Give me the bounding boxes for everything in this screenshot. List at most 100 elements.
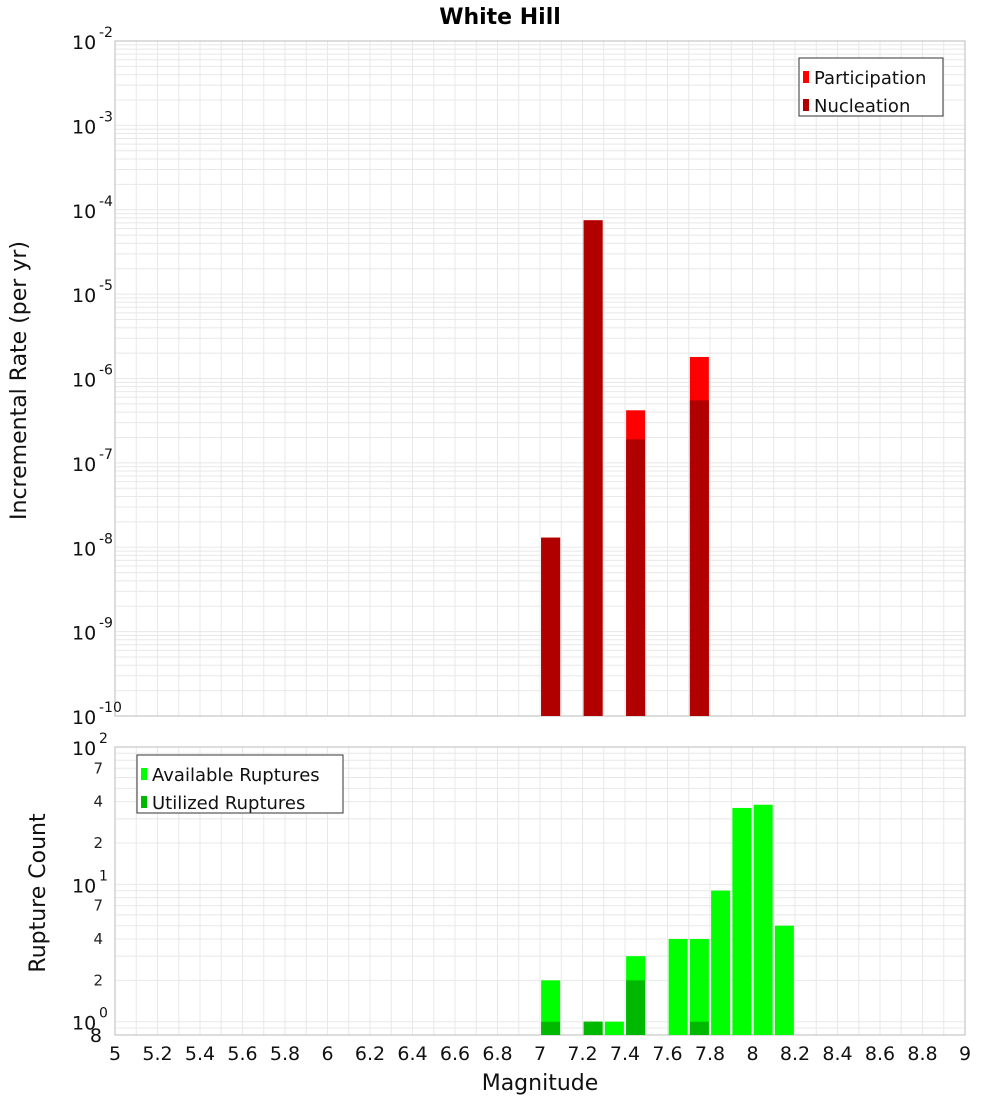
x-tick-label: 9 [959,1043,971,1065]
y-tick-exponent: -9 [99,616,113,632]
rate-plot: 10-210-310-410-510-610-710-810-910-10 In… [7,25,966,729]
y-tick-base: 10 [72,738,96,760]
x-tick-label: 5.6 [227,1043,257,1065]
x-tick-label: 5 [109,1043,121,1065]
y-minor-tick-label: 4 [93,930,103,948]
y-minor-tick-label: 2 [93,971,103,989]
available-ruptures-bar [732,807,752,1035]
y-tick-label: 10 2 [72,731,108,760]
nucleation-bar [689,400,709,716]
y-tick-exponent: -2 [99,25,113,41]
y-tick-exponent: -8 [99,531,113,547]
nucleation-bar [583,220,603,717]
x-tick-label: 7.4 [610,1043,640,1065]
count-plot-frame [114,746,966,1036]
utilized-ruptures-bar [689,1021,709,1035]
available-ruptures-bar [604,1021,624,1035]
y-tick-base: 10 [72,370,96,392]
y-tick-exponent: -3 [99,109,113,125]
available-ruptures-bar [541,980,561,1035]
utilized-ruptures-bar [583,1021,603,1035]
utilized-ruptures-bar [626,980,646,1035]
x-tick-label: 7 [534,1043,546,1065]
x-tick-label: 8.4 [822,1043,852,1065]
y-tick-base: 10 [72,875,96,897]
y-tick-base: 10 [72,1013,96,1035]
y-tick-label: 10 -4 [72,194,113,223]
x-axis-label: Magnitude [482,1071,599,1096]
legend-swatch [141,796,147,808]
count-y-axis-label: Rupture Count [26,813,51,973]
x-tick-label: 8.8 [907,1043,937,1065]
x-tick-label: 5.8 [270,1043,300,1065]
y-tick-base: 10 [72,285,96,307]
y-minor-tick-label: 8 [90,1025,102,1047]
legend-swatch [803,71,809,83]
rate-bars [541,220,709,717]
y-tick-base: 10 [72,454,96,476]
x-tick-label: 5.2 [142,1043,172,1065]
legend-label: Participation [814,68,926,89]
x-tick-label: 6.6 [440,1043,470,1065]
x-tick-label: 7.8 [695,1043,725,1065]
y-tick-label: 10 0 [72,1006,108,1035]
y-tick-label: 10 -10 [72,700,122,729]
rate-y-ticks: 10-210-310-410-510-610-710-810-910-10 [72,25,122,729]
x-tick-label: 7.2 [567,1043,597,1065]
x-tick-label: 6 [321,1043,333,1065]
y-tick-base: 10 [72,116,96,138]
rate-grid [114,41,966,717]
y-tick-base: 10 [72,623,96,645]
y-tick-label: 10 -3 [72,109,113,138]
legend-swatch [141,768,147,780]
y-tick-label: 10 1 [72,868,108,897]
nucleation-bar [626,439,646,716]
legend-label: Available Ruptures [152,765,320,786]
available-ruptures-bar [753,804,773,1035]
count-bars [541,804,794,1035]
x-tick-label: 6.8 [482,1043,512,1065]
y-tick-exponent: 1 [99,868,108,884]
utilized-ruptures-bar [541,1021,561,1035]
y-tick-label: 10 -5 [72,278,113,307]
x-tick-label: 6.2 [355,1043,385,1065]
y-tick-label: 10 -9 [72,616,113,645]
y-tick-base: 10 [72,32,96,54]
legend-label: Utilized Ruptures [152,793,305,814]
available-ruptures-bar [689,939,709,1035]
chart-title: White Hill [439,5,561,30]
y-tick-exponent: 2 [99,731,108,747]
x-tick-label: 8 [746,1043,758,1065]
y-tick-base: 10 [72,201,96,223]
x-tick-label: 6.4 [397,1043,427,1065]
y-tick-base: 10 [72,707,96,729]
available-ruptures-bar [774,925,794,1035]
y-tick-label: 10 -7 [72,447,113,476]
rate-plot-frame [114,40,966,717]
legend-box [798,57,944,117]
y-tick-label: 10 -2 [72,25,113,54]
legend-box [136,754,344,814]
rate-legend: Participation Nucleation [798,57,944,117]
y-minor-tick-label: 4 [93,793,103,811]
available-ruptures-bar [668,939,688,1035]
x-tick-label: 8.2 [780,1043,810,1065]
y-tick-exponent: -10 [99,700,122,716]
y-tick-label: 10 -8 [72,531,113,560]
y-tick-base: 10 [72,538,96,560]
x-tick-labels: 5 5.2 5.4 5.6 5.8 6 6.2 6.4 6.6 6.8 7 7.2 7.4 7.6 7.8 8… [109,1043,971,1065]
y-minor-tick-label: 7 [93,759,103,777]
y-minor-tick-label: 2 [93,834,103,852]
legend-swatch [803,99,809,111]
y-minor-tick-label: 7 [93,897,103,915]
legend-label: Nucleation [814,96,910,117]
x-tick-label: 8.6 [865,1043,895,1065]
y-tick-exponent: -5 [99,278,113,294]
x-tick-label: 7.6 [652,1043,682,1065]
y-tick-exponent: -6 [99,363,113,379]
y-tick-exponent: 0 [99,1006,108,1022]
y-tick-exponent: -4 [99,194,113,210]
